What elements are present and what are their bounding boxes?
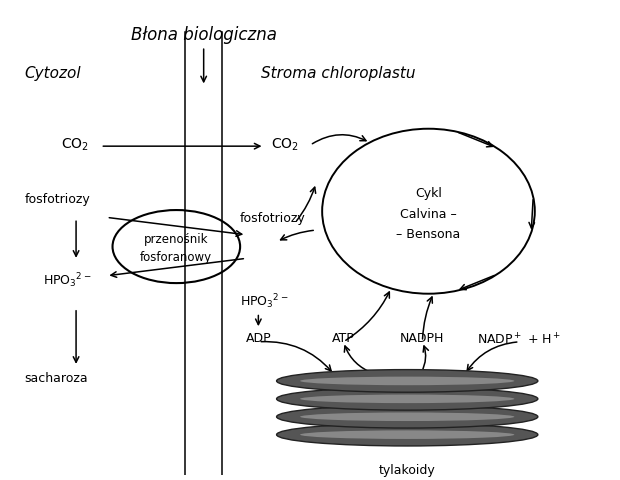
Text: Błona biologiczna: Błona biologiczna bbox=[131, 26, 277, 44]
Ellipse shape bbox=[300, 395, 515, 403]
Text: Cykl: Cykl bbox=[415, 186, 442, 200]
Text: – Bensona: – Bensona bbox=[396, 228, 461, 241]
Ellipse shape bbox=[300, 413, 515, 421]
Text: fosfotriozy: fosfotriozy bbox=[24, 193, 90, 206]
Text: Calvina –: Calvina – bbox=[400, 208, 457, 221]
Ellipse shape bbox=[300, 431, 515, 439]
Text: tylakoidy: tylakoidy bbox=[379, 463, 436, 477]
Ellipse shape bbox=[277, 406, 538, 428]
Text: Stroma chloroplastu: Stroma chloroplastu bbox=[262, 66, 416, 81]
Text: fosforanowy: fosforanowy bbox=[140, 251, 213, 264]
Text: HPO$_3$$^{2-}$: HPO$_3$$^{2-}$ bbox=[240, 292, 289, 311]
Ellipse shape bbox=[300, 377, 515, 385]
Text: NADP$^+$ + H$^+$: NADP$^+$ + H$^+$ bbox=[477, 332, 562, 347]
Text: NADPH: NADPH bbox=[401, 332, 445, 345]
Text: fosfotriozy: fosfotriozy bbox=[240, 212, 306, 225]
Text: CO$_2$: CO$_2$ bbox=[270, 136, 298, 153]
Text: ATP: ATP bbox=[332, 332, 355, 345]
Text: przenośnik: przenośnik bbox=[144, 232, 208, 245]
Text: ADP: ADP bbox=[246, 332, 271, 345]
Ellipse shape bbox=[277, 370, 538, 393]
Ellipse shape bbox=[277, 388, 538, 410]
Text: HPO$_3$$^{2-}$: HPO$_3$$^{2-}$ bbox=[43, 271, 91, 289]
Ellipse shape bbox=[277, 423, 538, 446]
Text: CO$_2$: CO$_2$ bbox=[61, 136, 89, 153]
Text: Cytozol: Cytozol bbox=[24, 66, 81, 81]
Text: sacharoza: sacharoza bbox=[24, 372, 88, 384]
